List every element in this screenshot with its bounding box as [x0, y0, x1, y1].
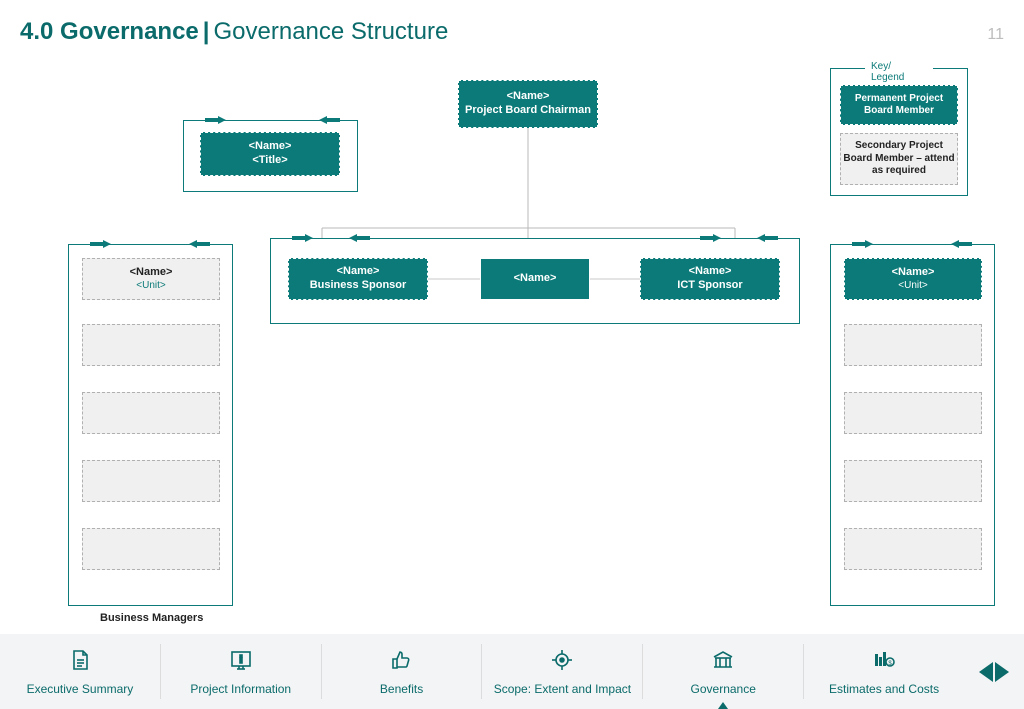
left-item	[82, 392, 220, 434]
left-item	[82, 460, 220, 502]
nav-item-estimates-and-costs[interactable]: $Estimates and Costs	[804, 644, 964, 699]
chairman-box: <Name> Project Board Chairman	[458, 80, 598, 128]
nav-item-executive-summary[interactable]: Executive Summary	[0, 644, 161, 699]
nav-next-icon[interactable]	[995, 662, 1009, 682]
legend-secondary: Secondary Project Board Member – attend …	[840, 133, 958, 185]
page-header: 4.0 Governance|Governance Structure 11	[20, 18, 1004, 46]
left-header: <Name><Unit>	[82, 258, 220, 300]
page-title: 4.0 Governance|Governance Structure	[20, 18, 448, 46]
nav-item-scope-extent-and-impact[interactable]: Scope: Extent and Impact	[482, 644, 643, 699]
legend-title: Key/ Legend	[865, 61, 933, 83]
left-item	[82, 528, 220, 570]
right-item	[844, 392, 982, 434]
document-icon	[68, 648, 92, 678]
right-item	[844, 528, 982, 570]
money-icon: $	[872, 648, 896, 678]
business-sponsor-box: <Name> Business Sponsor	[288, 258, 428, 300]
right-item	[844, 460, 982, 502]
ict-sponsor-box: <Name> ICT Sponsor	[640, 258, 780, 300]
nav-item-project-information[interactable]: Project Information	[161, 644, 322, 699]
nav-item-governance[interactable]: Governance	[643, 644, 804, 699]
active-marker	[718, 702, 728, 709]
floating-box: <Name> <Title>	[200, 132, 340, 176]
target-icon	[550, 648, 574, 678]
governance-diagram: <Name> Project Board Chairman <Name> <Ti…	[0, 60, 1024, 620]
right-header: <Name> <Unit>	[844, 258, 982, 300]
nav-pager[interactable]	[964, 662, 1024, 682]
info-icon	[229, 648, 253, 678]
legend-permanent: Permanent Project Board Member	[840, 85, 958, 125]
nav-item-benefits[interactable]: Benefits	[322, 644, 483, 699]
left-item	[82, 324, 220, 366]
thumbs-up-icon	[390, 648, 414, 678]
nav-prev-icon[interactable]	[979, 662, 993, 682]
bottom-nav: Executive SummaryProject InformationBene…	[0, 634, 1024, 709]
building-icon	[711, 648, 735, 678]
page-number: 11	[987, 26, 1004, 44]
legend-box: Key/ Legend Permanent Project Board Memb…	[830, 68, 968, 196]
center-box: <Name>	[480, 258, 590, 300]
right-item	[844, 324, 982, 366]
left-column-label: Business Managers	[100, 612, 203, 624]
